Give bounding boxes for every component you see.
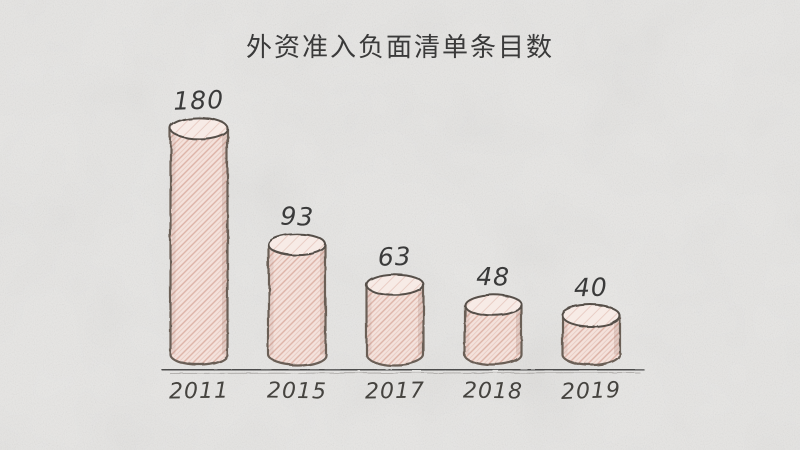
cylinder-top	[170, 117, 228, 139]
x-axis	[161, 368, 645, 375]
cylinder-outline	[561, 314, 621, 367]
cylinder-body	[366, 284, 424, 365]
bar-2015: 93 2015	[267, 202, 327, 405]
category-label: 2019	[561, 378, 622, 405]
value-label: 40	[574, 273, 608, 303]
cylinder-outline	[463, 303, 523, 367]
category-label: 2011	[169, 378, 229, 404]
cylinder-top-outline	[463, 293, 523, 317]
value-label: 180	[173, 85, 225, 116]
chart-title: 外资准入负面清单条目数	[245, 33, 554, 63]
cylinder-outline	[267, 243, 327, 367]
cylinder-top-outline	[365, 273, 425, 297]
value-label: 48	[476, 262, 510, 292]
cylinder-body	[464, 304, 522, 365]
value-label: 93	[280, 202, 315, 232]
cylinder-top-outline	[267, 233, 327, 257]
cylinder-top-outline	[561, 303, 621, 327]
bar-2017: 63 2017	[365, 242, 425, 405]
category-label: 2017	[365, 378, 425, 404]
cylinder-outline	[169, 127, 229, 367]
bar-2019: 40 2019	[561, 273, 622, 405]
cylinder-outline	[365, 283, 425, 367]
cylinder-top-outline	[169, 116, 229, 140]
cylinder-body	[170, 128, 228, 365]
cylinder-body	[562, 315, 620, 365]
cylinder-body	[268, 244, 326, 365]
category-label: 2015	[267, 378, 327, 404]
cylinder-top	[268, 234, 326, 256]
cylinder-top	[366, 274, 424, 296]
x-axis-line	[161, 368, 645, 372]
x-axis-echo-line	[169, 371, 641, 375]
category-label: 2018	[463, 378, 523, 404]
cylinder-top	[464, 294, 522, 316]
cylinder-top	[562, 304, 620, 326]
bar-2011: 180 2011	[169, 85, 229, 404]
value-label: 63	[377, 242, 412, 272]
bar-2018: 48 2018	[463, 262, 523, 405]
